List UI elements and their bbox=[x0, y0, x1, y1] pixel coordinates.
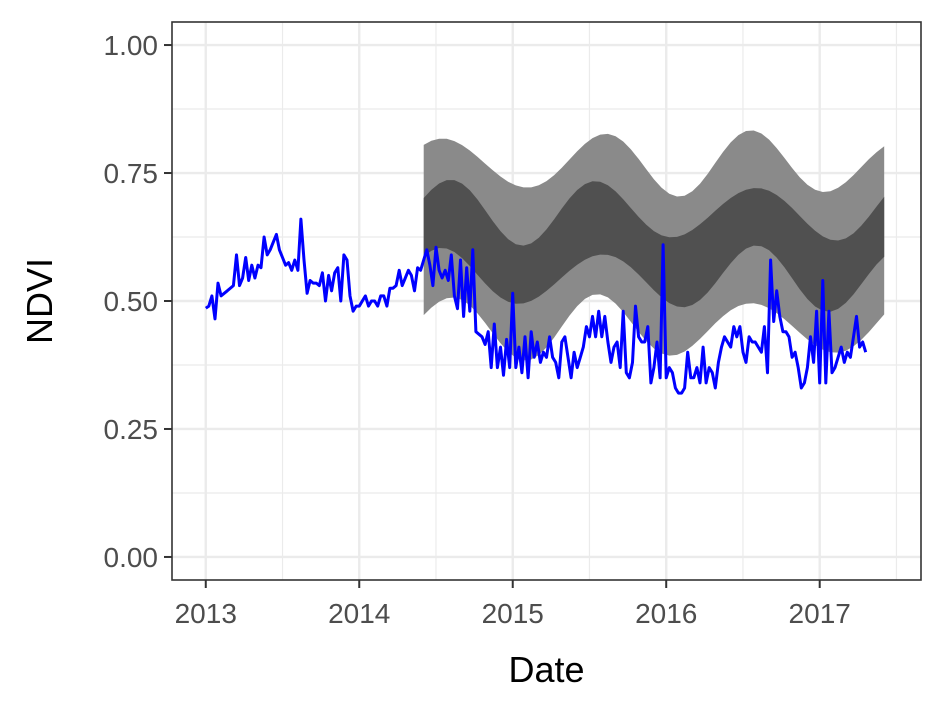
x-tick-label: 2015 bbox=[482, 598, 544, 629]
x-axis-title: Date bbox=[508, 649, 584, 690]
ndvi-series-line bbox=[204, 217, 868, 395]
y-axis-title: NDVI bbox=[19, 258, 60, 344]
x-tick-label: 2016 bbox=[635, 598, 697, 629]
axes: 2013 2014 2015 2016 2017 0.00 0.25 0.50 0.75 1.00 bbox=[104, 30, 851, 629]
y-tick-label: 0.75 bbox=[104, 158, 159, 189]
x-tick-label: 2014 bbox=[328, 598, 390, 629]
y-tick-label: 1.00 bbox=[104, 30, 159, 61]
x-tick-label: 2013 bbox=[175, 598, 237, 629]
inner-prediction-band bbox=[423, 180, 885, 312]
y-tick-label: 0.00 bbox=[104, 542, 159, 573]
grid-lines bbox=[172, 22, 921, 580]
y-tick-label: 0.50 bbox=[104, 286, 159, 317]
y-tick-label: 0.25 bbox=[104, 414, 159, 445]
x-tick-label: 2017 bbox=[789, 598, 851, 629]
